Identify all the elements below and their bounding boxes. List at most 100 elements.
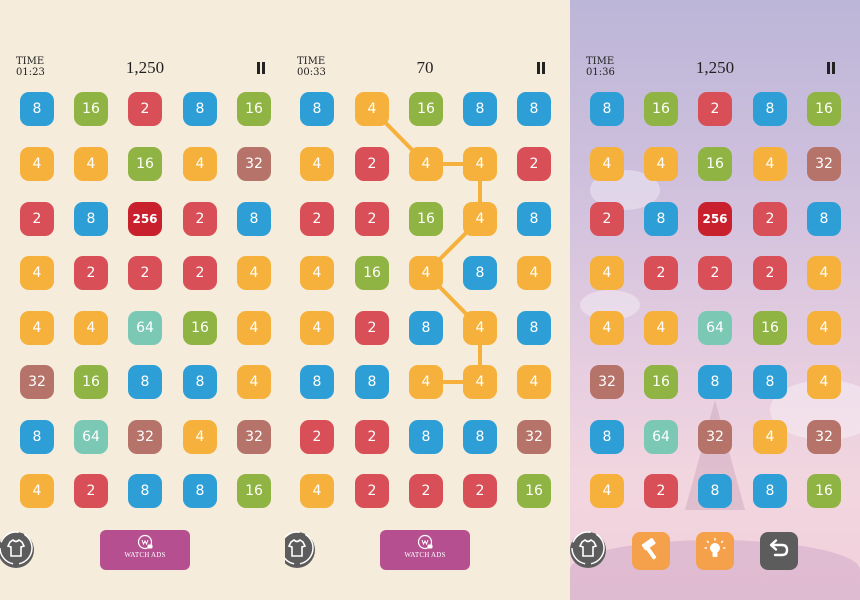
tile-4[interactable]: 4 (590, 311, 624, 345)
tile-2[interactable]: 2 (300, 420, 334, 454)
tile-32[interactable]: 32 (807, 420, 841, 454)
tile-8[interactable]: 8 (807, 202, 841, 236)
tile-4[interactable]: 4 (517, 256, 551, 290)
tile-8[interactable]: 8 (300, 92, 334, 126)
tile-2[interactable]: 2 (355, 202, 389, 236)
tile-8[interactable]: 8 (753, 474, 787, 508)
tile-2[interactable]: 2 (644, 256, 678, 290)
tile-4[interactable]: 4 (644, 147, 678, 181)
tile-2[interactable]: 2 (517, 147, 551, 181)
tile-4[interactable]: 4 (355, 92, 389, 126)
tile-2[interactable]: 2 (698, 256, 732, 290)
tile-4[interactable]: 4 (807, 256, 841, 290)
tile-4[interactable]: 4 (463, 365, 497, 399)
tile-8[interactable]: 8 (20, 420, 54, 454)
tile-4[interactable]: 4 (20, 474, 54, 508)
tile-16[interactable]: 16 (409, 92, 443, 126)
theme-button[interactable] (0, 531, 34, 568)
tile-16[interactable]: 16 (183, 311, 217, 345)
tile-4[interactable]: 4 (300, 474, 334, 508)
tile-2[interactable]: 2 (409, 474, 443, 508)
tile-8[interactable]: 8 (753, 365, 787, 399)
theme-button[interactable] (570, 531, 606, 568)
tile-2[interactable]: 2 (698, 92, 732, 126)
tile-2[interactable]: 2 (355, 147, 389, 181)
undo-button[interactable] (760, 532, 798, 570)
tile-16[interactable]: 16 (698, 147, 732, 181)
tile-2[interactable]: 2 (463, 474, 497, 508)
tile-32[interactable]: 32 (128, 420, 162, 454)
tile-8[interactable]: 8 (590, 92, 624, 126)
tile-4[interactable]: 4 (300, 311, 334, 345)
tile-2[interactable]: 2 (128, 256, 162, 290)
tile-8[interactable]: 8 (463, 256, 497, 290)
hammer-button[interactable] (632, 532, 670, 570)
tile-8[interactable]: 8 (698, 474, 732, 508)
tile-16[interactable]: 16 (517, 474, 551, 508)
pause-icon[interactable] (536, 62, 546, 74)
tile-2[interactable]: 2 (183, 202, 217, 236)
tile-8[interactable]: 8 (20, 92, 54, 126)
theme-button[interactable] (285, 531, 315, 568)
tile-2[interactable]: 2 (355, 474, 389, 508)
tile-4[interactable]: 4 (409, 256, 443, 290)
tile-2[interactable]: 2 (20, 202, 54, 236)
tile-64[interactable]: 64 (74, 420, 108, 454)
tile-2[interactable]: 2 (74, 474, 108, 508)
tile-8[interactable]: 8 (74, 202, 108, 236)
watch-ads-button[interactable]: WATCH ADS (380, 530, 470, 570)
tile-2[interactable]: 2 (753, 202, 787, 236)
tile-4[interactable]: 4 (300, 147, 334, 181)
tile-32[interactable]: 32 (517, 420, 551, 454)
tile-4[interactable]: 4 (753, 147, 787, 181)
tile-2[interactable]: 2 (355, 420, 389, 454)
tile-2[interactable]: 2 (74, 256, 108, 290)
tile-8[interactable]: 8 (753, 92, 787, 126)
tile-32[interactable]: 32 (237, 420, 271, 454)
tile-4[interactable]: 4 (463, 202, 497, 236)
tile-8[interactable]: 8 (300, 365, 334, 399)
tile-16[interactable]: 16 (807, 92, 841, 126)
tile-4[interactable]: 4 (590, 256, 624, 290)
tile-8[interactable]: 8 (590, 420, 624, 454)
tile-16[interactable]: 16 (237, 92, 271, 126)
tile-8[interactable]: 8 (698, 365, 732, 399)
tile-4[interactable]: 4 (807, 365, 841, 399)
tile-8[interactable]: 8 (128, 365, 162, 399)
tile-32[interactable]: 32 (698, 420, 732, 454)
tile-4[interactable]: 4 (590, 474, 624, 508)
tile-4[interactable]: 4 (20, 147, 54, 181)
tile-16[interactable]: 16 (128, 147, 162, 181)
tile-2[interactable]: 2 (753, 256, 787, 290)
tile-4[interactable]: 4 (409, 147, 443, 181)
tile-2[interactable]: 2 (355, 311, 389, 345)
tile-2[interactable]: 2 (644, 474, 678, 508)
tile-2[interactable]: 2 (300, 202, 334, 236)
tile-64[interactable]: 64 (128, 311, 162, 345)
tile-32[interactable]: 32 (807, 147, 841, 181)
tile-256[interactable]: 256 (698, 202, 732, 236)
tile-4[interactable]: 4 (237, 256, 271, 290)
tile-4[interactable]: 4 (74, 147, 108, 181)
tile-8[interactable]: 8 (517, 92, 551, 126)
tile-2[interactable]: 2 (128, 92, 162, 126)
tile-8[interactable]: 8 (463, 420, 497, 454)
tile-4[interactable]: 4 (517, 365, 551, 399)
tile-4[interactable]: 4 (409, 365, 443, 399)
tile-8[interactable]: 8 (183, 92, 217, 126)
tile-16[interactable]: 16 (807, 474, 841, 508)
tile-4[interactable]: 4 (20, 256, 54, 290)
tile-4[interactable]: 4 (183, 420, 217, 454)
tile-32[interactable]: 32 (237, 147, 271, 181)
tile-16[interactable]: 16 (644, 92, 678, 126)
tile-4[interactable]: 4 (463, 147, 497, 181)
tile-4[interactable]: 4 (463, 311, 497, 345)
tile-8[interactable]: 8 (128, 474, 162, 508)
tile-64[interactable]: 64 (698, 311, 732, 345)
tile-8[interactable]: 8 (644, 202, 678, 236)
tile-32[interactable]: 32 (20, 365, 54, 399)
tile-8[interactable]: 8 (355, 365, 389, 399)
tile-8[interactable]: 8 (409, 420, 443, 454)
tile-16[interactable]: 16 (74, 92, 108, 126)
tile-16[interactable]: 16 (237, 474, 271, 508)
